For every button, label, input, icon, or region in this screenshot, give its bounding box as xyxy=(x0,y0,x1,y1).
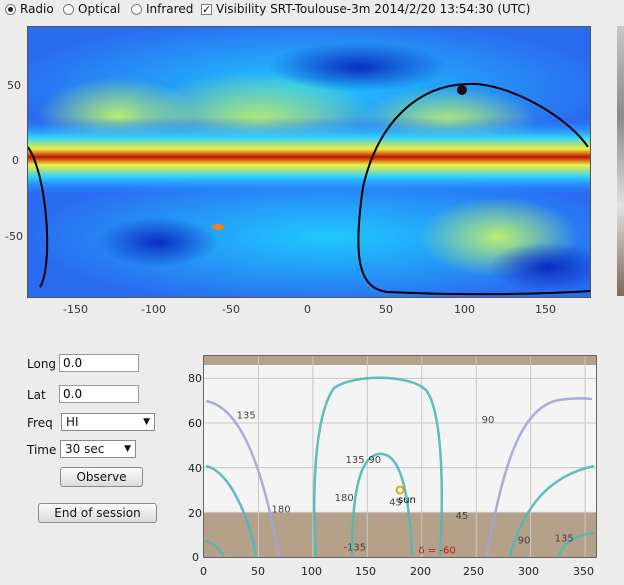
time-value: 30 sec xyxy=(65,442,105,456)
plot-y-tick: 0 xyxy=(192,551,199,564)
plot-y-tick: 40 xyxy=(188,462,202,475)
plot-y-tick: 20 xyxy=(188,507,202,520)
sun-icon xyxy=(395,485,405,495)
infrared-option[interactable]: Infrared xyxy=(131,2,193,16)
contour-label: 180 xyxy=(272,504,291,515)
declination-curve xyxy=(205,539,226,557)
long-label: Long xyxy=(27,357,57,371)
chevron-down-icon: ▼ xyxy=(124,444,131,454)
horizon-limit-region xyxy=(204,512,596,557)
freq-value: HI xyxy=(66,415,79,429)
visibility-option[interactable]: ✓ Visibility SRT-Toulouse-3m 2014/2/20 1… xyxy=(201,2,530,16)
declination-label: δ = -60 xyxy=(419,546,456,557)
declination-curve xyxy=(350,452,414,557)
map-x-tick: 50 xyxy=(379,303,393,316)
map-x-tick: -150 xyxy=(63,303,88,316)
mode-toolbar: Radio Optical Infrared ✓ Visibility SRT-… xyxy=(0,0,624,20)
contour-label: 180 xyxy=(335,493,354,504)
plot-y-tick: 80 xyxy=(188,372,202,385)
visibility-plot[interactable]: 135 180 135 90 180 45 -135 45 90 90 135 δ = -60 sun xyxy=(203,355,597,558)
declination-curve xyxy=(313,376,444,557)
radio-option[interactable]: Radio xyxy=(5,2,54,16)
optical-label: Optical xyxy=(78,2,121,16)
declination-curve xyxy=(485,397,593,557)
declination-curve xyxy=(205,464,258,557)
plot-x-tick: 200 xyxy=(410,565,431,578)
map-y-tick: 0 xyxy=(12,154,19,167)
infrared-label: Infrared xyxy=(146,2,194,16)
lat-input[interactable] xyxy=(59,385,139,403)
long-input[interactable] xyxy=(59,354,139,372)
observe-button[interactable]: Observe xyxy=(60,467,143,487)
sky-map-image xyxy=(28,27,590,297)
contour-label: 45 xyxy=(456,511,469,522)
map-x-tick: 0 xyxy=(304,303,311,316)
sun-label: sun xyxy=(398,495,416,506)
checkbox-checked-icon[interactable]: ✓ xyxy=(201,2,212,16)
plot-x-tick: 0 xyxy=(200,565,207,578)
radio-button-icon[interactable] xyxy=(131,3,142,15)
chevron-down-icon: ▼ xyxy=(143,417,150,427)
radio-button-icon[interactable] xyxy=(5,3,16,15)
map-y-tick: -50 xyxy=(5,230,23,243)
declination-curve xyxy=(205,399,281,557)
plot-x-tick: 250 xyxy=(463,565,484,578)
plot-x-tick: 50 xyxy=(251,565,265,578)
freq-select[interactable]: HI ▼ xyxy=(61,413,155,431)
freq-label: Freq xyxy=(27,416,53,430)
contour-label: -135 xyxy=(343,542,366,553)
map-y-tick: 50 xyxy=(7,79,21,92)
time-select[interactable]: 30 sec ▼ xyxy=(60,440,136,458)
lat-label: Lat xyxy=(27,388,46,402)
map-x-tick: 150 xyxy=(535,303,556,316)
time-label: Time xyxy=(27,443,57,457)
upper-limit-region xyxy=(204,356,596,365)
radio-button-icon[interactable] xyxy=(63,3,74,15)
plot-x-tick: 300 xyxy=(518,565,539,578)
contour-label: 135 xyxy=(346,455,365,466)
map-x-tick: -50 xyxy=(222,303,240,316)
contour-label: 90 xyxy=(518,536,531,547)
map-x-tick: 100 xyxy=(454,303,475,316)
plot-x-tick: 100 xyxy=(301,565,322,578)
contour-label: 135 xyxy=(555,533,574,544)
declination-curve xyxy=(508,464,595,557)
contour-label: 135 xyxy=(237,411,256,422)
plot-x-tick: 350 xyxy=(573,565,594,578)
contour-label: 90 xyxy=(482,415,495,426)
radio-label: Radio xyxy=(20,2,54,16)
contour-label: 90 xyxy=(368,455,381,466)
map-x-tick: -100 xyxy=(141,303,166,316)
plot-y-tick: 60 xyxy=(188,417,202,430)
contour-label: 45 xyxy=(389,498,402,509)
optical-option[interactable]: Optical xyxy=(63,2,120,16)
plot-x-tick: 150 xyxy=(355,565,376,578)
visibility-label: Visibility SRT-Toulouse-3m 2014/2/20 13:… xyxy=(216,2,531,16)
end-session-button[interactable]: End of session xyxy=(38,503,157,523)
sky-map[interactable] xyxy=(27,26,591,298)
declination-curve xyxy=(557,531,595,557)
side-image-strip xyxy=(617,26,624,296)
